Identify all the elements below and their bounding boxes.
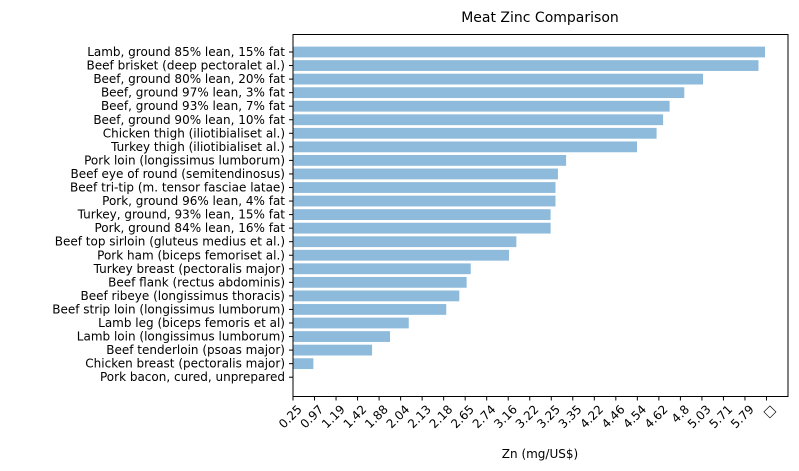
plot-frame xyxy=(292,34,789,397)
bar xyxy=(293,276,467,288)
category-label: Beef strip loin (longissimus lumborum) xyxy=(52,302,285,316)
bar xyxy=(293,87,685,99)
x-tick-label: 3.22 xyxy=(513,402,542,431)
category-label: Pork ham (biceps femoriset al.) xyxy=(97,248,285,262)
category-label: Beef, ground 93% lean, 7% fat xyxy=(101,99,285,113)
category-label: Pork, ground 96% lean, 4% fat xyxy=(102,194,285,208)
x-tick-label: 2.65 xyxy=(448,402,477,431)
bar xyxy=(293,290,460,302)
x-tick-label: 1.88 xyxy=(362,402,391,431)
bar xyxy=(293,304,447,315)
x-tick-label: 2.13 xyxy=(405,402,434,431)
x-tick-label: 3.35 xyxy=(556,402,585,431)
x-tick-label: 1.19 xyxy=(319,402,348,431)
bar xyxy=(293,195,556,207)
x-tick-label: 1.42 xyxy=(341,402,370,431)
x-tick-label: 4.46 xyxy=(599,402,628,431)
bar xyxy=(293,141,638,153)
x-tick-label: 2.74 xyxy=(470,402,499,431)
bar xyxy=(293,182,556,193)
x-tick-label: 0.97 xyxy=(298,402,327,431)
bar xyxy=(293,331,391,342)
bar xyxy=(293,209,551,220)
x-tick-label: 5.79 xyxy=(728,402,757,431)
x-tick-label: 3.16 xyxy=(491,402,520,431)
category-label: Pork bacon, cured, unprepared xyxy=(100,370,285,384)
category-label: Beef top sirloin (gluteus medius et al.) xyxy=(55,235,285,249)
x-tick-label: □ xyxy=(760,402,778,420)
x-tick-label: 3.25 xyxy=(534,402,563,431)
category-label: Lamb loin (longissimus lumborum) xyxy=(77,330,285,344)
bar xyxy=(293,73,704,85)
x-tick-label: 4.22 xyxy=(577,402,606,431)
x-tick-label: 2.04 xyxy=(384,402,413,431)
category-label: Beef eye of round (semitendinosus) xyxy=(71,167,285,181)
bar xyxy=(293,236,517,248)
category-label: Turkey, ground, 93% lean, 15% fat xyxy=(77,208,286,222)
bar xyxy=(293,155,567,166)
bar xyxy=(293,114,664,126)
category-label: Lamb, ground 85% lean, 15% fat xyxy=(87,45,285,59)
x-tick-label: 2.18 xyxy=(427,402,456,431)
bar xyxy=(293,358,314,370)
category-label: Beef, ground 80% lean, 20% fat xyxy=(93,72,285,86)
category-label: Beef, ground 97% lean, 3% fat xyxy=(101,86,285,100)
category-label: Chicken breast (pectoralis major) xyxy=(85,357,285,371)
bar xyxy=(293,100,670,112)
bar xyxy=(293,127,657,139)
category-label: Beef, ground 90% lean, 10% fat xyxy=(93,113,285,127)
category-label: Pork loin (longissimus lumborum) xyxy=(84,153,285,167)
x-tick-label: 4.62 xyxy=(642,402,671,431)
bar xyxy=(293,344,373,356)
bar xyxy=(293,168,558,180)
category-label: Lamb leg (biceps femoris et al) xyxy=(98,316,285,330)
bar xyxy=(293,222,551,234)
category-label: Turkey breast (pectoralis major) xyxy=(93,262,285,276)
bar xyxy=(293,317,409,329)
chart-title: Meat Zinc Comparison xyxy=(461,10,619,26)
category-label: Beef tri-tip (m. tensor fasciae latae) xyxy=(70,181,285,195)
bar xyxy=(293,263,471,275)
category-label: Beef ribeye (longissimus thoracis) xyxy=(80,289,285,303)
category-label: Pork, ground 84% lean, 16% fat xyxy=(95,221,286,235)
x-tick-label: 5.03 xyxy=(685,402,714,431)
x-axis-label: Zn (mg/US$) xyxy=(502,447,578,461)
x-tick-label: 5.71 xyxy=(706,402,735,431)
x-tick-label: 4.54 xyxy=(620,402,649,431)
category-label: Chicken thigh (iliotibialiset al.) xyxy=(103,126,285,140)
category-label: Beef flank (rectus abdominis) xyxy=(108,275,285,289)
bars-group xyxy=(293,46,765,370)
category-label: Beef brisket (deep pectoralet al.) xyxy=(87,59,285,73)
bar xyxy=(293,249,510,261)
category-label: Beef tenderloin (psoas major) xyxy=(106,343,285,357)
x-tick-labels: 0.250.971.191.421.882.042.132.182.652.74… xyxy=(276,396,778,431)
x-tick-label: 0.25 xyxy=(276,402,305,431)
bar xyxy=(293,46,765,58)
category-label: Turkey thigh (iliotibialiset al.) xyxy=(110,140,285,154)
bar xyxy=(293,60,759,71)
